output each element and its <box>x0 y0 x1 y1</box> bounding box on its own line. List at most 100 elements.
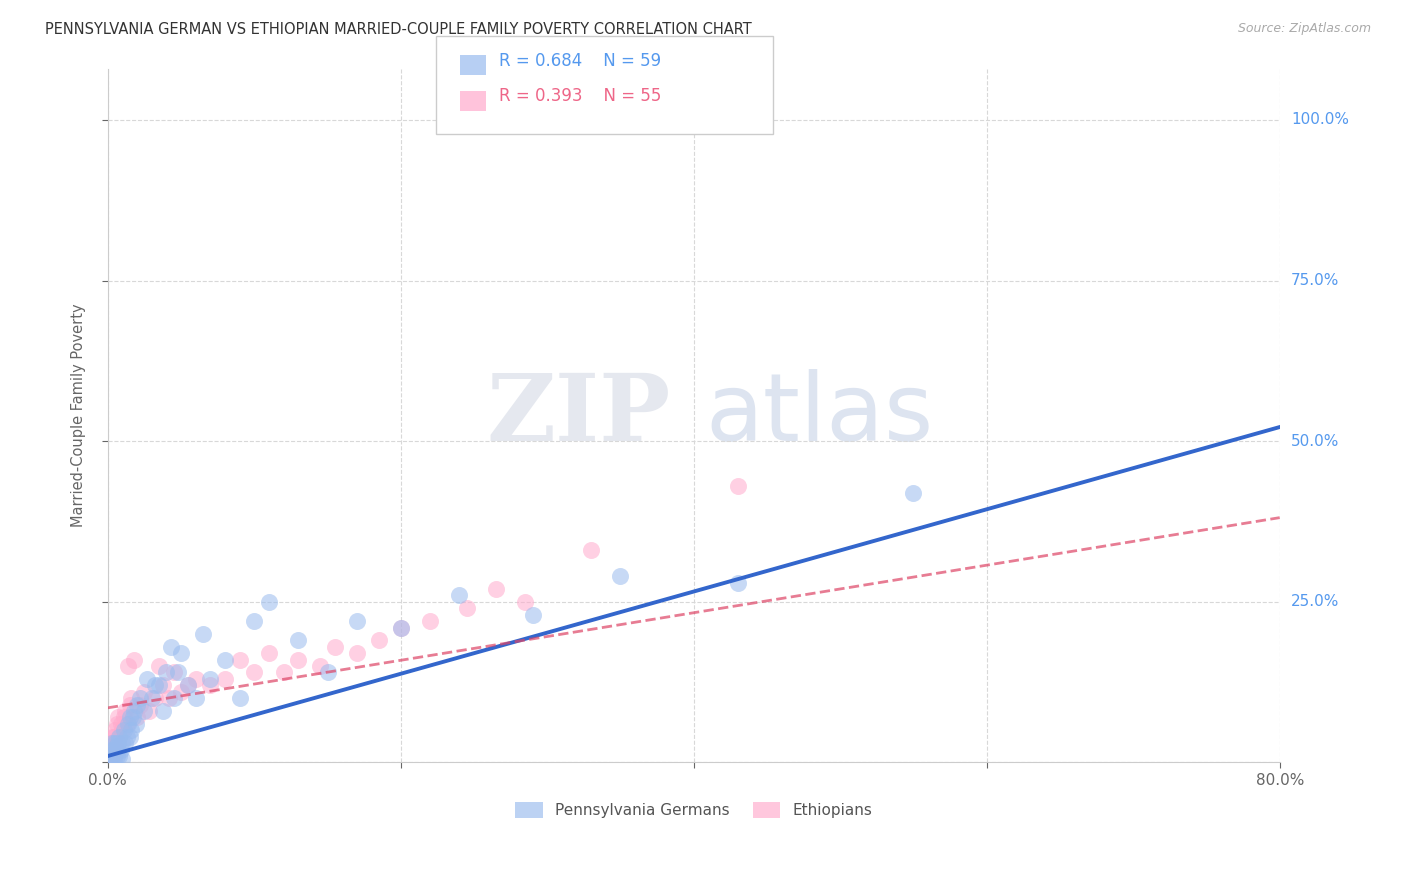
Point <box>110 742 132 756</box>
Point <box>163 665 186 680</box>
Point <box>177 678 200 692</box>
Point <box>214 672 236 686</box>
Point <box>101 749 124 764</box>
Point <box>214 652 236 666</box>
Text: ZIP: ZIP <box>486 370 671 460</box>
Y-axis label: Married-Couple Family Poverty: Married-Couple Family Poverty <box>72 303 86 527</box>
Point <box>112 710 135 724</box>
Point <box>184 691 207 706</box>
Point <box>228 691 250 706</box>
Point <box>112 723 135 738</box>
Point <box>103 752 125 766</box>
Point <box>100 736 122 750</box>
Point <box>115 717 138 731</box>
Point <box>485 582 508 596</box>
Point <box>152 704 174 718</box>
Point <box>316 665 339 680</box>
Point <box>125 698 148 712</box>
Text: 25.0%: 25.0% <box>1291 594 1339 609</box>
Point <box>111 723 134 738</box>
Point <box>903 485 925 500</box>
Point <box>243 665 266 680</box>
Point <box>257 646 280 660</box>
Point <box>118 730 141 744</box>
Point <box>118 710 141 724</box>
Point <box>103 742 125 756</box>
Point <box>129 698 152 712</box>
Text: 100.0%: 100.0% <box>1291 112 1348 128</box>
Point <box>108 730 131 744</box>
Point <box>309 659 332 673</box>
Point <box>122 652 145 666</box>
Point <box>98 742 121 756</box>
Point <box>110 717 132 731</box>
Point <box>143 678 166 692</box>
Text: 75.0%: 75.0% <box>1291 273 1339 288</box>
Point <box>522 607 544 622</box>
Point <box>101 742 124 756</box>
Point <box>389 620 412 634</box>
Text: R = 0.684    N = 59: R = 0.684 N = 59 <box>499 52 661 70</box>
Point <box>104 736 127 750</box>
Point <box>138 704 160 718</box>
Point <box>111 736 134 750</box>
Point <box>243 614 266 628</box>
Point <box>103 749 125 764</box>
Point <box>114 704 136 718</box>
Text: atlas: atlas <box>706 369 934 461</box>
Point <box>134 704 156 718</box>
Point <box>184 672 207 686</box>
Point <box>228 652 250 666</box>
Point <box>107 736 129 750</box>
Point <box>117 659 139 673</box>
Point <box>120 691 142 706</box>
Point <box>579 543 602 558</box>
Point <box>134 685 156 699</box>
Point <box>104 746 127 760</box>
Point <box>114 736 136 750</box>
Point <box>136 672 159 686</box>
Point <box>170 685 193 699</box>
Point <box>177 678 200 692</box>
Point <box>105 742 128 756</box>
Point <box>101 736 124 750</box>
Point <box>257 595 280 609</box>
Point <box>346 614 368 628</box>
Point <box>159 640 181 654</box>
Point <box>148 659 170 673</box>
Text: Source: ZipAtlas.com: Source: ZipAtlas.com <box>1237 22 1371 36</box>
Point <box>191 627 214 641</box>
Point <box>727 575 749 590</box>
Point <box>115 730 138 744</box>
Point <box>124 717 146 731</box>
Point <box>108 730 131 744</box>
Point <box>107 736 129 750</box>
Point <box>104 723 127 738</box>
Point <box>287 652 309 666</box>
Point <box>449 588 471 602</box>
Text: R = 0.393    N = 55: R = 0.393 N = 55 <box>499 87 661 105</box>
Point <box>98 752 121 766</box>
Point <box>141 691 163 706</box>
Point <box>515 595 537 609</box>
Point <box>100 742 122 756</box>
Point <box>273 665 295 680</box>
Point <box>148 678 170 692</box>
Point <box>155 665 177 680</box>
Point <box>143 691 166 706</box>
Text: PENNSYLVANIA GERMAN VS ETHIOPIAN MARRIED-COUPLE FAMILY POVERTY CORRELATION CHART: PENNSYLVANIA GERMAN VS ETHIOPIAN MARRIED… <box>45 22 752 37</box>
Point <box>727 479 749 493</box>
Point <box>105 739 128 754</box>
Point <box>104 742 127 756</box>
Point <box>129 691 152 706</box>
Point <box>419 614 441 628</box>
Point <box>111 752 134 766</box>
Point <box>200 678 222 692</box>
Point <box>152 678 174 692</box>
Point <box>389 620 412 634</box>
Point <box>200 672 222 686</box>
Text: 50.0%: 50.0% <box>1291 434 1339 449</box>
Point <box>118 698 141 712</box>
Point <box>101 730 124 744</box>
Point <box>323 640 346 654</box>
